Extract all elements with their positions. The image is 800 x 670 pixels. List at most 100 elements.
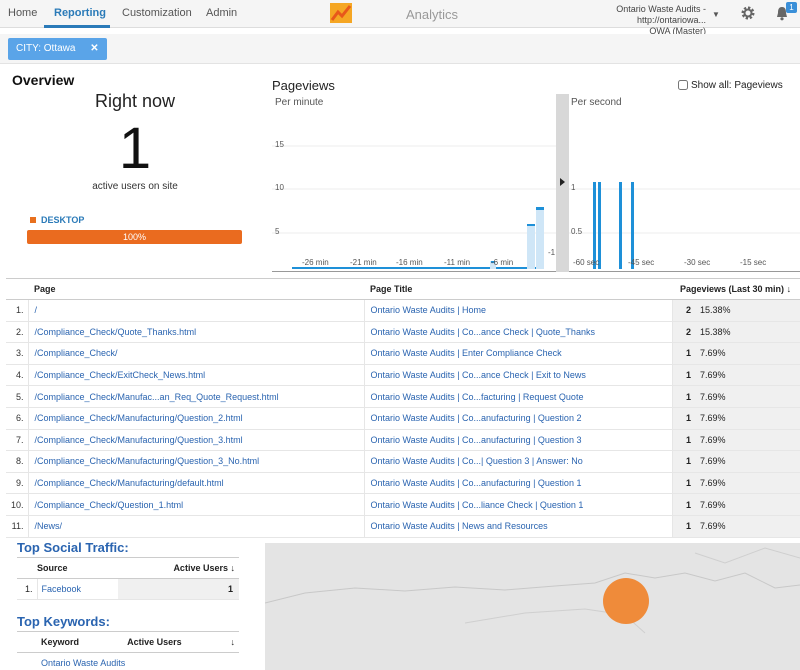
- pageviews-chart-svg: [272, 94, 800, 272]
- page-column-header[interactable]: Page: [6, 278, 364, 300]
- filter-bar: CITY: Ottawa ✕: [0, 34, 800, 64]
- account-view: OWA (Master): [649, 26, 706, 36]
- keyword-column-header[interactable]: Keyword: [17, 631, 128, 653]
- nav-customization[interactable]: Customization: [122, 7, 192, 19]
- right-now-label: Right now: [94, 91, 176, 111]
- pageview-percent: 7.69%: [694, 450, 800, 473]
- per-minute-label: Per minute: [275, 97, 324, 108]
- pageviews-column-header[interactable]: Pageviews (Last 30 min) ↓: [672, 278, 800, 300]
- city-filter-chip[interactable]: CITY: Ottawa ✕: [8, 38, 107, 60]
- chart-bar-min-base: [292, 267, 537, 269]
- page-title-link[interactable]: Ontario Waste Audits | Home: [364, 299, 673, 322]
- page-path-link[interactable]: /Compliance_Check/Manufacturing/Question…: [28, 450, 365, 473]
- source-column-header[interactable]: Source: [37, 557, 119, 579]
- page-path-link[interactable]: /Compliance_Check/Manufacturing/Question…: [28, 429, 365, 452]
- source-link[interactable]: Facebook: [37, 578, 119, 600]
- page-title-link[interactable]: Ontario Waste Audits | News and Resource…: [364, 515, 673, 538]
- pageview-count: 2: [671, 321, 694, 344]
- nav-home[interactable]: Home: [8, 7, 38, 19]
- page-path-link[interactable]: /Compliance_Check/Quote_Thanks.html: [28, 321, 365, 344]
- keyword-link[interactable]: Ontario Waste Audits: [17, 652, 239, 670]
- sort-arrow-icon[interactable]: ↓: [786, 284, 792, 294]
- row-index: 6.: [6, 407, 29, 430]
- x-tick-30sec: -30 sec: [684, 258, 711, 267]
- pageview-percent: 7.69%: [694, 493, 800, 516]
- top-pages-table: Page Page Title Pageviews (Last 30 min) …: [6, 278, 800, 538]
- x-tick-15sec: -15 sec: [740, 258, 767, 267]
- chart-bar-min-3-top: [536, 207, 544, 210]
- analytics-logo-icon[interactable]: [330, 3, 352, 23]
- account-name: Ontario Waste Audits - http://ontariowa.…: [616, 4, 706, 25]
- account-selector[interactable]: Ontario Waste Audits - http://ontariowa.…: [556, 4, 706, 37]
- bell-icon[interactable]: [774, 5, 790, 21]
- pageview-count: 1: [671, 472, 694, 495]
- page-title-link[interactable]: Ontario Waste Audits | Co...anufacturing…: [364, 407, 673, 430]
- pageview-percent: 15.38%: [694, 321, 800, 344]
- top-keywords-title: Top Keywords:: [17, 614, 110, 629]
- table-row: 10./Compliance_Check/Question_1.html Onta…: [6, 493, 800, 516]
- chart-bar-min-2-top: [527, 224, 535, 226]
- show-all-checkbox[interactable]: [678, 80, 688, 91]
- pageview-percent: 7.69%: [694, 342, 800, 365]
- page-path-link[interactable]: /News/: [28, 515, 365, 538]
- pageview-count: 2: [671, 299, 694, 322]
- row-index: 10.: [6, 493, 29, 516]
- row-index: 1.: [17, 578, 38, 600]
- page-title-link[interactable]: Ontario Waste Audits | Co...anufacturing…: [364, 429, 673, 452]
- page-title-link[interactable]: Ontario Waste Audits | Enter Compliance …: [364, 342, 673, 365]
- source-active-users: 1: [118, 578, 239, 600]
- nav-admin[interactable]: Admin: [206, 7, 238, 19]
- page-title-link[interactable]: Ontario Waste Audits | Co...liance Check…: [364, 493, 673, 516]
- chevron-right-icon[interactable]: [560, 178, 565, 186]
- chevron-down-icon[interactable]: ▼: [712, 10, 720, 19]
- pageview-percent: 15.38%: [694, 299, 800, 322]
- gear-icon[interactable]: [740, 5, 756, 21]
- page-path-link[interactable]: /Compliance_Check/Manufac...an_Req_Quote…: [28, 385, 365, 408]
- pageview-count: 1: [671, 342, 694, 365]
- visitor-location-map[interactable]: [265, 543, 800, 670]
- ottawa-location-marker[interactable]: [603, 578, 649, 624]
- page-title-link[interactable]: Ontario Waste Audits | Co...ance Check |…: [364, 364, 673, 387]
- page-path-link[interactable]: /Compliance_Check/Manufacturing/default.…: [28, 472, 365, 495]
- page-path-link[interactable]: /Compliance_Check/: [28, 342, 365, 365]
- active-users-label: active users on site: [92, 181, 178, 192]
- page-path-link[interactable]: /Compliance_Check/Manufacturing/Question…: [28, 407, 365, 430]
- close-icon[interactable]: ✕: [90, 43, 99, 54]
- notification-badge: 1: [786, 2, 797, 13]
- nav-reporting[interactable]: Reporting: [54, 7, 106, 19]
- page-title-link[interactable]: Ontario Waste Audits | Co...facturing | …: [364, 385, 673, 408]
- pageview-count: 1: [671, 450, 694, 473]
- table-row: 3./Compliance_Check/Ontario Waste Audits…: [6, 342, 800, 365]
- page-path-link[interactable]: /Compliance_Check/ExitCheck_News.html: [28, 364, 365, 387]
- x-tick-26min: -26 min: [302, 258, 329, 267]
- page-path-link[interactable]: /: [28, 299, 365, 322]
- active-users-count: 1: [118, 116, 152, 181]
- show-all-toggle[interactable]: Show all: Pageviews: [678, 80, 783, 91]
- pageview-percent: 7.69%: [694, 515, 800, 538]
- active-users-column-header[interactable]: Active Users ↓: [118, 557, 239, 579]
- row-index: 11.: [6, 515, 29, 538]
- sort-arrow-icon[interactable]: ↓: [230, 563, 236, 573]
- chart-bar-min-3: [536, 207, 544, 269]
- pageview-count: 1: [671, 364, 694, 387]
- chart-bar-min-1-top: [491, 261, 495, 263]
- pageviews-chart: Per minute Per second 15 10 5 1 0.5 -26 …: [272, 94, 800, 272]
- sort-arrow-icon[interactable]: ↓: [223, 631, 239, 653]
- row-index: 7.: [6, 429, 29, 452]
- row-index: 9.: [6, 472, 29, 495]
- keyword-users-column-header[interactable]: Active Users: [127, 631, 224, 653]
- y-tick-10: 10: [275, 183, 284, 192]
- page-title-column-header[interactable]: Page Title: [364, 278, 672, 300]
- page-title-link[interactable]: Ontario Waste Audits | Co...anufacturing…: [364, 472, 673, 495]
- pageview-percent: 7.69%: [694, 364, 800, 387]
- page-path-link[interactable]: /Compliance_Check/Question_1.html: [28, 493, 365, 516]
- y-tick-15: 15: [275, 140, 284, 149]
- page-title-link[interactable]: Ontario Waste Audits | Co...ance Check |…: [364, 321, 673, 344]
- y-tick-0-5: 0.5: [571, 227, 583, 236]
- row-index: 4.: [6, 364, 29, 387]
- x-tick-16min: -16 min: [396, 258, 423, 267]
- page-title-link[interactable]: Ontario Waste Audits | Co...| Question 3…: [364, 450, 673, 473]
- table-row: 1. Facebook 1: [17, 578, 239, 600]
- table-row: 4./Compliance_Check/ExitCheck_News.html O…: [6, 364, 800, 387]
- chart-bar-sec-2: [598, 182, 601, 269]
